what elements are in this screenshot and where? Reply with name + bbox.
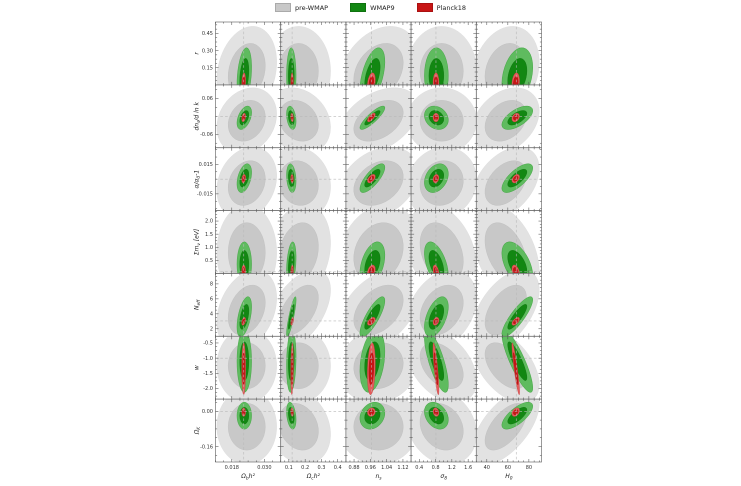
- svg-text:σ8: σ8: [440, 473, 447, 481]
- panel-running-omch2: [280, 84, 346, 148]
- panel-w-ombh2: [215, 336, 281, 400]
- panel-r-sigma8: [411, 22, 477, 85]
- svg-text:0.96: 0.96: [365, 465, 376, 471]
- svg-text:-1.5: -1.5: [203, 371, 213, 377]
- svg-text:0.00: 0.00: [202, 409, 213, 415]
- panel-mnu-omch2: [280, 210, 346, 274]
- svg-text:1.0: 1.0: [205, 245, 213, 251]
- panel-w-H0: [476, 336, 542, 400]
- svg-text:Σmν [eV]: Σmν [eV]: [194, 228, 202, 255]
- planck18-swatch-icon: [416, 3, 433, 12]
- svg-text:1.2: 1.2: [448, 465, 456, 471]
- svg-text:0.06: 0.06: [202, 96, 213, 102]
- svg-text:8: 8: [210, 282, 213, 288]
- svg-text:1.5: 1.5: [205, 232, 213, 238]
- panel-w-omch2: [280, 336, 346, 400]
- legend-label-prewmap: pre-WMAP: [294, 3, 329, 12]
- svg-text:0.030: 0.030: [257, 465, 271, 471]
- panel-w-ns: [345, 336, 412, 400]
- svg-text:0.018: 0.018: [225, 465, 239, 471]
- svg-text:0.5: 0.5: [205, 258, 213, 264]
- panel-running-sigma8: [411, 84, 477, 148]
- panel-alpha-ns: [345, 147, 412, 211]
- svg-text:1.04: 1.04: [381, 465, 392, 471]
- svg-text:r: r: [194, 52, 201, 55]
- svg-text:0.3: 0.3: [317, 465, 325, 471]
- panel-mnu-ombh2: [215, 210, 281, 274]
- svg-text:40: 40: [484, 465, 490, 471]
- legend-label-wmap9: WMAP9: [370, 3, 395, 12]
- panel-neff-ombh2: [215, 273, 281, 337]
- panel-neff-omch2: [280, 273, 346, 337]
- svg-text:6: 6: [210, 297, 213, 303]
- panel-alpha-sigma8: [411, 147, 477, 211]
- svg-text:0.45: 0.45: [202, 31, 213, 37]
- prewmap-swatch-icon: [274, 3, 291, 12]
- svg-text:-1.0: -1.0: [203, 356, 213, 362]
- svg-text:H0: H0: [505, 473, 513, 481]
- panel-mnu-ns: [345, 210, 412, 274]
- wmap9-swatch-icon: [350, 3, 367, 12]
- svg-text:ΩK: ΩK: [194, 426, 202, 436]
- svg-text:-0.06: -0.06: [200, 132, 213, 138]
- legend: pre-WMAP WMAP9 Planck18: [0, 3, 741, 12]
- panel-alpha-ombh2: [215, 147, 281, 211]
- panel-r-omch2: [280, 22, 331, 85]
- svg-text:0.1: 0.1: [285, 465, 293, 471]
- panel-running-ombh2: [215, 84, 281, 148]
- panel-omk-ombh2: [215, 399, 281, 462]
- svg-text:2.0: 2.0: [205, 219, 213, 225]
- panel-omk-omch2: [280, 399, 346, 462]
- panel-alpha-H0: [476, 147, 542, 211]
- panel-neff-H0: [476, 273, 542, 337]
- panel-mnu-sigma8: [411, 210, 477, 274]
- svg-text:1.12: 1.12: [397, 465, 408, 471]
- svg-text:-0.015: -0.015: [197, 192, 213, 198]
- svg-text:0.2: 0.2: [301, 465, 309, 471]
- svg-text:w: w: [194, 365, 201, 370]
- svg-text:0.15: 0.15: [202, 65, 213, 71]
- svg-text:0.4: 0.4: [334, 465, 342, 471]
- panel-r-ns: [345, 22, 412, 85]
- legend-label-planck18: Planck18: [436, 3, 467, 12]
- panel-omk-sigma8: [411, 399, 477, 462]
- svg-text:0.4: 0.4: [415, 465, 423, 471]
- svg-text:4: 4: [210, 312, 213, 318]
- legend-item-planck18: Planck18: [416, 3, 467, 12]
- legend-item-wmap9: WMAP9: [350, 3, 395, 12]
- panel-r-H0: [476, 22, 540, 85]
- svg-text:0.8: 0.8: [432, 465, 440, 471]
- svg-text:1.6: 1.6: [464, 465, 472, 471]
- panel-neff-ns: [345, 273, 412, 337]
- panel-r-ombh2: [216, 22, 277, 85]
- panel-running-H0: [476, 84, 542, 148]
- svg-text:80: 80: [526, 465, 532, 471]
- svg-text:0.88: 0.88: [348, 465, 359, 471]
- svg-text:dns/d ln k: dns/d ln k: [194, 102, 202, 131]
- panel-w-sigma8: [411, 336, 477, 400]
- svg-text:0.30: 0.30: [202, 48, 213, 54]
- svg-text:Neff: Neff: [194, 299, 202, 310]
- svg-text:2: 2: [210, 327, 213, 333]
- svg-text:α/α0-1: α/α0-1: [194, 170, 202, 189]
- panel-omk-ns: [345, 399, 412, 462]
- svg-text:0.015: 0.015: [199, 162, 213, 168]
- svg-text:-2.0: -2.0: [203, 386, 213, 392]
- svg-text:Ωbh²: Ωbh²: [240, 473, 255, 481]
- panel-alpha-omch2: [280, 147, 346, 211]
- panel-neff-sigma8: [411, 273, 477, 337]
- svg-text:60: 60: [505, 465, 511, 471]
- legend-item-prewmap: pre-WMAP: [274, 3, 329, 12]
- svg-text:-0.5: -0.5: [203, 341, 213, 347]
- panel-running-ns: [345, 84, 412, 148]
- svg-text:ns: ns: [375, 473, 382, 481]
- panel-omk-H0: [476, 399, 542, 462]
- svg-text:-0.16: -0.16: [200, 444, 213, 450]
- svg-text:Ωch²: Ωch²: [306, 473, 321, 481]
- panel-mnu-H0: [476, 210, 542, 274]
